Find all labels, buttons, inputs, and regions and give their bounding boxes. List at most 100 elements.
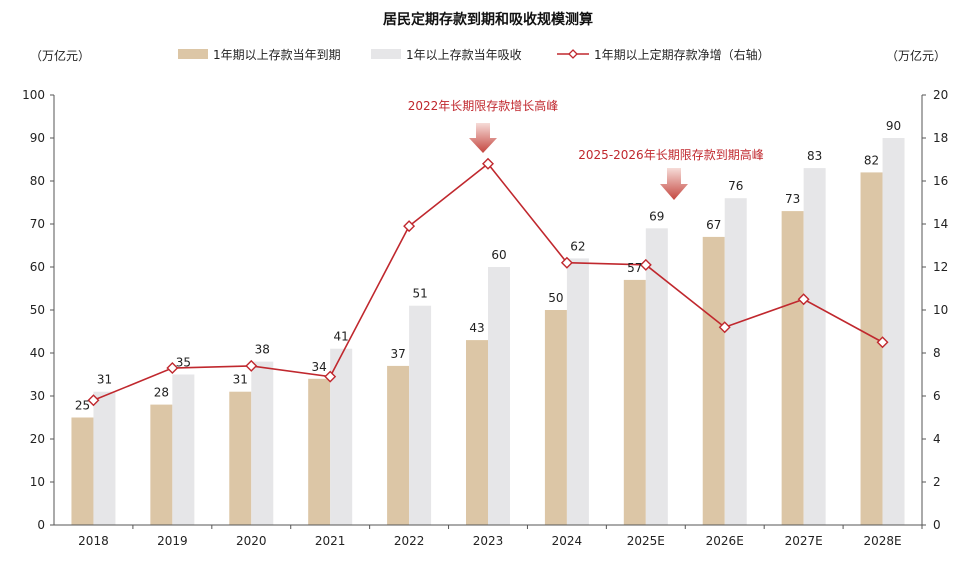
data-label-absorbed: 41 bbox=[334, 330, 349, 344]
data-label-maturing: 31 bbox=[233, 373, 248, 387]
annotation-2: 2025-2026年长期限存款到期高峰 bbox=[578, 147, 764, 200]
annotation-2-text: 2025-2026年长期限存款到期高峰 bbox=[578, 147, 763, 162]
right-tick-label: 10 bbox=[933, 303, 948, 317]
left-tick-label: 20 bbox=[30, 432, 45, 446]
legend-label-absorbed: 1年以上存款当年吸收 bbox=[406, 48, 522, 62]
right-tick-label: 16 bbox=[933, 174, 948, 188]
net-increase-marker bbox=[245, 359, 258, 372]
legend-marker-net bbox=[568, 49, 578, 59]
bar-maturing bbox=[229, 391, 252, 525]
bar-absorbed bbox=[566, 258, 589, 525]
right-tick-label: 14 bbox=[933, 217, 948, 231]
data-labels: 25 31 28 35 31 38 34 41 37 51 43 60 50 62 57 69 67 76 73 83… bbox=[75, 119, 901, 413]
left-tick-label: 30 bbox=[30, 389, 45, 403]
x-category-label: 2018 bbox=[78, 534, 109, 548]
net-increase-marker bbox=[560, 256, 573, 269]
left-axis-unit: （万亿元） bbox=[30, 48, 90, 63]
net-increase-line-layer bbox=[87, 157, 889, 407]
legend-label-net: 1年期以上定期存款净增（右轴） bbox=[594, 47, 770, 62]
data-label-maturing: 37 bbox=[390, 347, 405, 361]
data-label-maturing: 43 bbox=[469, 321, 484, 335]
annotation-1-arrow bbox=[469, 123, 497, 153]
left-axis-ticks: 0 10 20 30 40 50 60 70 80 90 100 bbox=[22, 88, 54, 532]
left-tick-label: 100 bbox=[22, 88, 45, 102]
bar-maturing bbox=[387, 365, 410, 525]
annotation-2-arrow bbox=[660, 168, 688, 200]
net-increase-marker bbox=[324, 370, 337, 383]
bar-absorbed bbox=[882, 138, 905, 525]
x-category-label: 2022 bbox=[394, 534, 425, 548]
data-label-maturing: 82 bbox=[864, 153, 879, 167]
legend-swatch-absorbed bbox=[371, 49, 401, 59]
bar-absorbed bbox=[724, 198, 747, 525]
data-label-absorbed: 35 bbox=[176, 356, 191, 370]
right-tick-label: 0 bbox=[933, 518, 941, 532]
x-category-label: 2025E bbox=[627, 534, 665, 548]
bars bbox=[71, 138, 905, 526]
left-tick-label: 40 bbox=[30, 346, 45, 360]
x-category-label: 2020 bbox=[236, 534, 267, 548]
right-axis-ticks: 0 2 4 6 8 10 12 14 16 18 20 bbox=[922, 88, 948, 532]
data-label-absorbed: 60 bbox=[491, 248, 506, 262]
legend: 1年期以上存款当年到期 1年以上存款当年吸收 1年期以上定期存款净增（右轴） bbox=[178, 47, 770, 62]
left-tick-label: 70 bbox=[30, 217, 45, 231]
data-label-absorbed: 69 bbox=[649, 209, 664, 223]
net-increase-marker bbox=[87, 394, 100, 407]
x-category-label: 2027E bbox=[785, 534, 823, 548]
right-tick-label: 4 bbox=[933, 432, 941, 446]
data-label-maturing: 50 bbox=[548, 291, 563, 305]
data-label-maturing: 73 bbox=[785, 192, 800, 206]
bar-absorbed bbox=[172, 374, 195, 525]
x-category-label: 2024 bbox=[552, 534, 583, 548]
right-tick-label: 20 bbox=[933, 88, 948, 102]
left-tick-label: 10 bbox=[30, 475, 45, 489]
net-increase-marker bbox=[639, 258, 652, 271]
right-tick-label: 2 bbox=[933, 475, 941, 489]
left-tick-label: 90 bbox=[30, 131, 45, 145]
data-label-absorbed: 51 bbox=[412, 287, 427, 301]
annotation-1-text: 2022年长期限存款增长高峰 bbox=[408, 98, 559, 113]
bar-maturing bbox=[860, 172, 883, 525]
bar-maturing bbox=[308, 378, 331, 525]
bar-maturing bbox=[466, 340, 488, 525]
right-tick-label: 18 bbox=[933, 131, 948, 145]
bar-absorbed bbox=[488, 267, 510, 525]
left-tick-label: 60 bbox=[30, 260, 45, 274]
left-tick-label: 0 bbox=[37, 518, 45, 532]
bar-maturing bbox=[623, 279, 646, 525]
net-increase-marker bbox=[797, 293, 810, 306]
data-label-maturing: 67 bbox=[706, 218, 721, 232]
bar-maturing bbox=[150, 404, 173, 525]
net-increase-marker bbox=[403, 220, 416, 233]
net-increase-marker bbox=[482, 157, 494, 170]
bar-maturing bbox=[781, 211, 804, 525]
data-label-absorbed: 90 bbox=[886, 119, 901, 133]
bar-absorbed bbox=[803, 168, 826, 525]
data-label-absorbed: 83 bbox=[807, 149, 822, 163]
x-category-label: 2021 bbox=[315, 534, 346, 548]
net-increase-marker bbox=[718, 321, 731, 334]
data-label-absorbed: 62 bbox=[570, 239, 585, 253]
bar-absorbed bbox=[645, 228, 668, 526]
annotation-1: 2022年长期限存款增长高峰 bbox=[408, 98, 559, 153]
right-tick-label: 6 bbox=[933, 389, 941, 403]
x-category-label: 2028E bbox=[863, 534, 901, 548]
data-label-maturing: 28 bbox=[154, 386, 169, 400]
bar-maturing bbox=[71, 417, 94, 525]
net-increase-marker bbox=[876, 336, 889, 349]
data-label-absorbed: 38 bbox=[255, 343, 270, 357]
left-tick-label: 80 bbox=[30, 174, 45, 188]
x-axis-categories: 2018 2019 2020 2021 2022 2023 2024 2025E 2026E 20… bbox=[78, 525, 923, 548]
left-tick-label: 50 bbox=[30, 303, 45, 317]
data-label-maturing: 34 bbox=[312, 360, 327, 374]
net-increase-marker bbox=[166, 362, 179, 375]
bar-absorbed bbox=[251, 361, 274, 525]
right-tick-label: 8 bbox=[933, 346, 941, 360]
bar-absorbed bbox=[93, 391, 116, 525]
legend-swatch-maturing bbox=[178, 49, 208, 59]
x-category-label: 2019 bbox=[157, 534, 188, 548]
bar-maturing bbox=[702, 236, 725, 525]
right-tick-label: 12 bbox=[933, 260, 948, 274]
data-label-maturing: 25 bbox=[75, 399, 90, 413]
